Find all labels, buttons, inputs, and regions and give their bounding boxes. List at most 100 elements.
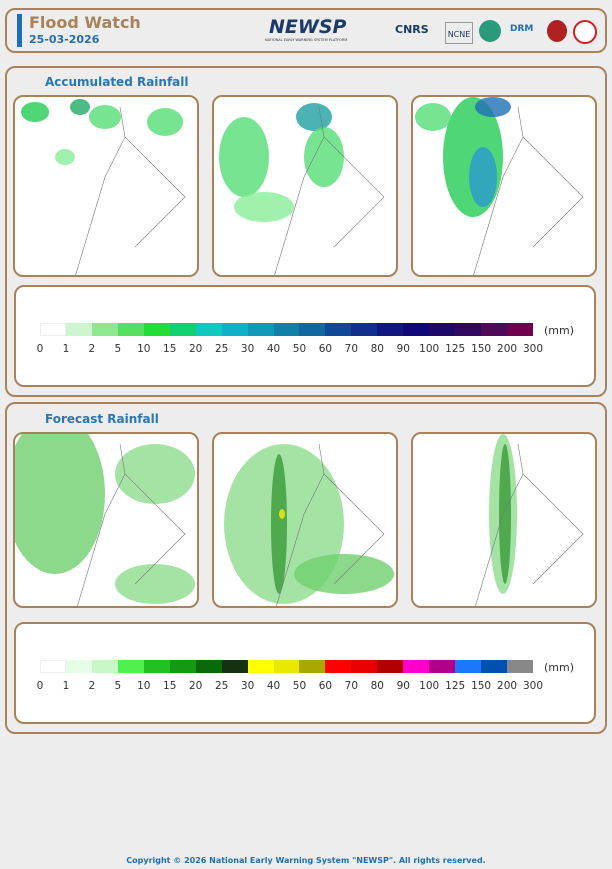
map-image	[411, 95, 597, 277]
legend: 0 1 2 5 10 15 20 25 30 40 50 60 70 80 90 100 125 150 200 30…	[14, 285, 596, 387]
partner-icon	[573, 20, 597, 44]
partner-icon	[547, 20, 567, 42]
legend-swatch	[65, 323, 93, 336]
rain-area	[115, 444, 195, 504]
legend-swatch	[429, 323, 456, 336]
legend-tick: 1	[62, 343, 70, 355]
legend-swatch	[117, 660, 145, 673]
legend-swatch	[273, 323, 300, 336]
partner: CNRS	[395, 23, 429, 36]
section-title: Forecast Rainfall	[45, 412, 159, 426]
map-art	[415, 97, 584, 275]
border	[276, 443, 385, 606]
title: Flood Watch	[29, 13, 141, 32]
border	[274, 106, 385, 275]
rain-area	[234, 192, 294, 222]
legend-tick: 200	[497, 343, 518, 355]
legend-swatch	[377, 323, 404, 336]
legend-tick: 40	[266, 343, 281, 355]
legend-tick: 60	[318, 343, 333, 355]
map-image	[212, 432, 398, 608]
map-image	[13, 432, 199, 608]
legend-tick: 50	[292, 343, 307, 355]
legend-tick: 80	[370, 680, 384, 692]
section-title: Accumulated Rainfall	[45, 75, 189, 89]
legend-swatch	[325, 660, 352, 673]
legend-swatch	[247, 660, 275, 673]
legend-tick: 30	[240, 343, 255, 355]
rain-area	[475, 97, 511, 117]
legend-swatch	[481, 323, 508, 336]
border	[473, 106, 584, 275]
rain-area	[415, 103, 451, 131]
rain-area	[21, 102, 49, 122]
rain-area	[499, 444, 511, 584]
rain-area	[469, 147, 497, 207]
legend-swatch	[169, 660, 197, 673]
legend-swatch	[143, 323, 171, 336]
map-art	[219, 103, 385, 275]
legend-swatch	[143, 660, 171, 673]
partner: DRM	[510, 24, 534, 34]
rain-area	[296, 103, 332, 131]
legend-unit: (mm)	[544, 324, 575, 337]
border	[475, 443, 584, 606]
legend-tick: 2	[88, 680, 96, 692]
rain-area	[271, 454, 287, 594]
legend-swatch	[351, 660, 378, 673]
map-image	[13, 95, 199, 277]
legend-tick: 90	[396, 680, 410, 692]
partner-icon	[479, 20, 501, 42]
rain-area	[70, 99, 90, 115]
legend-swatch	[273, 660, 300, 673]
legend-swatch	[221, 323, 249, 336]
legend-tick: 150	[471, 680, 492, 692]
legend-tick: 0	[36, 343, 44, 355]
legend-tick: 40	[266, 680, 281, 692]
legend-tick: 20	[188, 680, 203, 692]
footer: Copyright © 2026 National Early Warning …	[126, 856, 486, 865]
legend-tick: 60	[318, 680, 333, 692]
map-art	[15, 434, 195, 606]
legend-tick: 10	[137, 343, 151, 355]
legend-swatch	[40, 323, 67, 336]
map-art	[21, 99, 186, 275]
legend-tick: 125	[445, 343, 466, 355]
legend-tick: 15	[163, 343, 177, 355]
legend-swatch	[247, 323, 275, 336]
legend-swatch	[429, 660, 456, 673]
legend-swatch	[65, 660, 93, 673]
legend-tick: 300	[522, 680, 544, 692]
legend-unit: (mm)	[544, 661, 575, 674]
rain-area	[304, 127, 344, 187]
legend-tick: 70	[344, 343, 359, 355]
legend-tick: 125	[445, 680, 466, 692]
partner: NCNE	[445, 22, 473, 44]
accent	[17, 14, 22, 47]
rain-area	[147, 108, 183, 136]
header: Flood Watch 25-03-2026 NEWSP NATIONAL EA…	[5, 8, 607, 53]
legend-swatch	[507, 660, 534, 673]
legend-tick: 2	[88, 343, 96, 355]
legend-swatch	[403, 323, 430, 336]
legend-tick: 25	[214, 343, 229, 355]
legend-swatch	[299, 660, 326, 673]
map-image	[411, 432, 597, 608]
legend-tick: 200	[497, 680, 518, 692]
legend-swatch	[195, 323, 223, 336]
legend-swatch	[169, 323, 197, 336]
legend-tick: 20	[188, 343, 203, 355]
legend-swatch	[325, 323, 352, 336]
legend-swatch	[507, 323, 534, 336]
rain-area	[115, 564, 195, 604]
section: Forecast Rainfall	[5, 402, 607, 734]
rain-area	[15, 434, 105, 574]
legend-swatch	[351, 323, 378, 336]
legend-swatch	[299, 323, 326, 336]
legend-tick: 15	[163, 680, 177, 692]
logo-subtitle: NATIONAL EARLY WARNING SYSTEM PLATFORM	[265, 38, 348, 42]
legend-tick: 70	[344, 680, 359, 692]
legend-tick: 5	[114, 343, 122, 355]
legend-swatch	[91, 660, 119, 673]
